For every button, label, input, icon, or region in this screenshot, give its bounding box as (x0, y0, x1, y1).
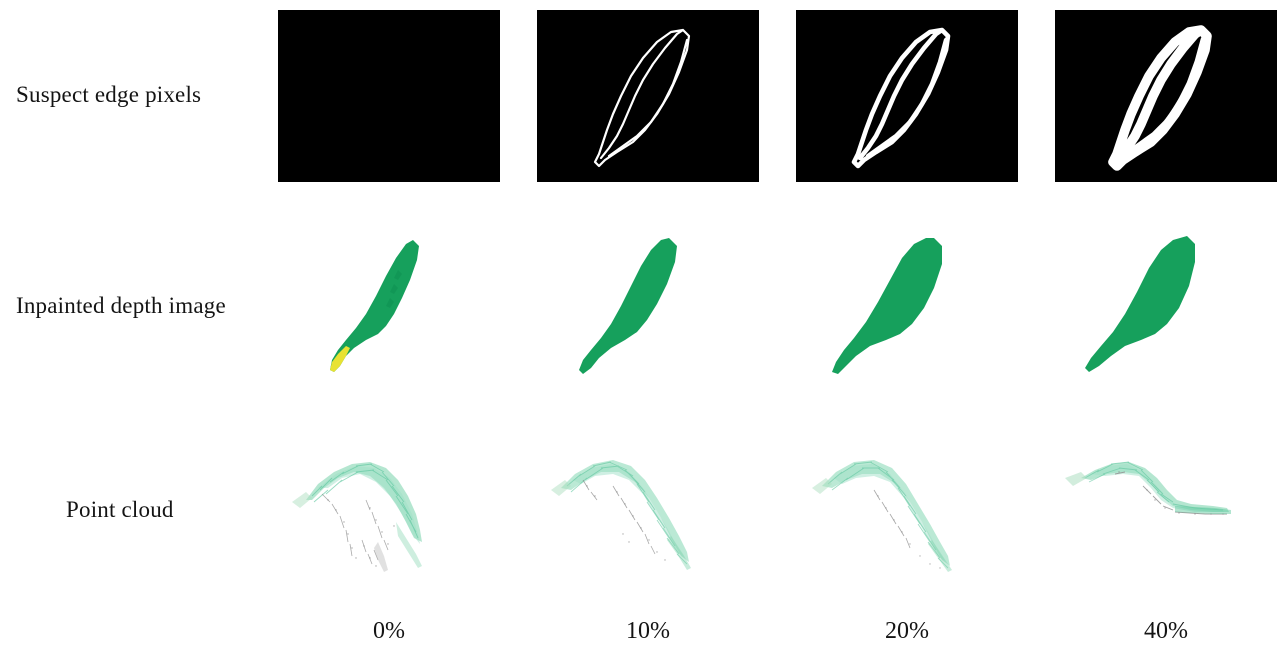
edge-panel-0 (278, 10, 500, 182)
point-cloud-panel-1 (537, 430, 759, 590)
point-cloud-panel-0 (278, 430, 500, 590)
row-label-point-cloud: Point cloud (66, 497, 174, 522)
depth-panel-0 (278, 200, 500, 390)
row-label-suspect-edge-pixels: Suspect edge pixels (16, 82, 202, 107)
point-cloud-panel-2 (796, 430, 1018, 590)
depth-panel-3 (1055, 200, 1277, 390)
column-label-2: 20% (885, 618, 929, 644)
edge-panel-3 (1055, 10, 1277, 182)
column-label-1: 10% (626, 618, 670, 644)
edge-panel-2 (796, 10, 1018, 182)
depth-panel-2 (796, 200, 1018, 390)
row-label-inpainted-depth-image: Inpainted depth image (16, 293, 226, 318)
column-label-3: 40% (1144, 618, 1188, 644)
depth-panel-1 (537, 200, 759, 390)
column-label-0: 0% (373, 618, 405, 644)
edge-panel-1 (537, 10, 759, 182)
point-cloud-panel-3 (1055, 430, 1277, 590)
